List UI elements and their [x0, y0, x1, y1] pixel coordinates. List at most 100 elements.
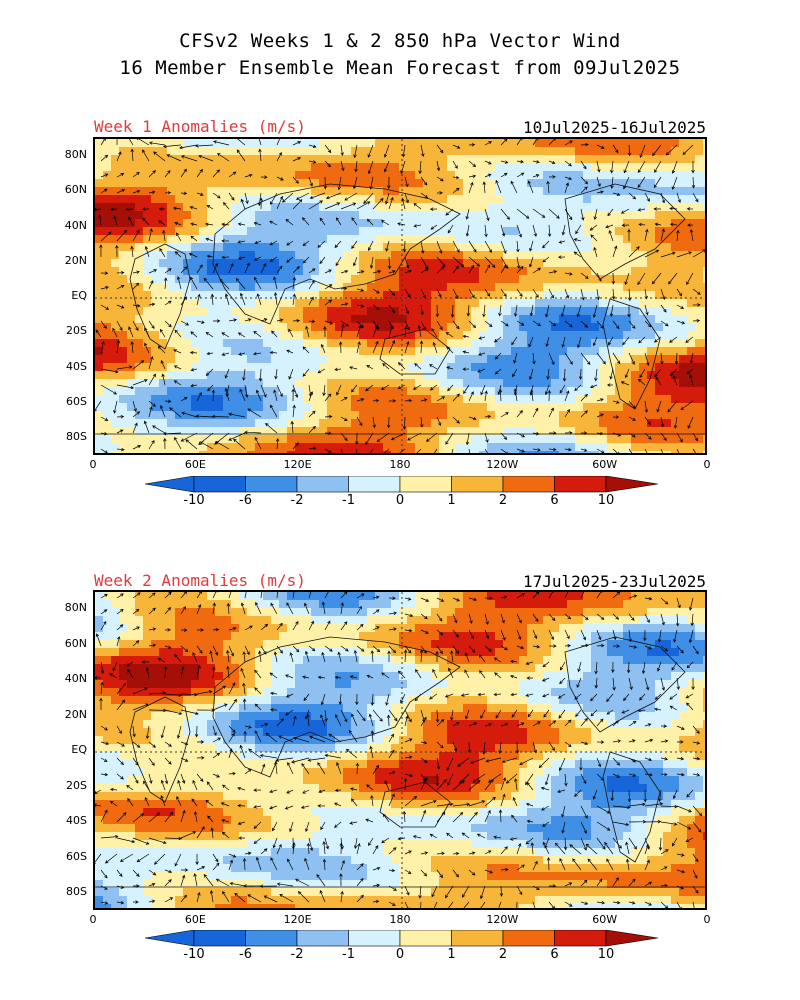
wind-vector-arrow	[464, 669, 470, 679]
wind-vector-arrow	[644, 901, 652, 906]
wind-vector-arrow	[340, 397, 348, 402]
wind-vector-arrow	[244, 384, 249, 398]
wind-vector-arrow	[368, 837, 374, 847]
wind-vector-arrow	[484, 448, 488, 453]
wind-vector-arrow	[596, 805, 611, 814]
wind-vector-arrow	[180, 592, 187, 599]
wind-vector-arrow	[324, 837, 330, 850]
wind-vector-arrow	[95, 633, 102, 647]
wind-vector-arrow	[436, 144, 444, 154]
wind-vector-arrow	[253, 837, 262, 844]
wind-vector-arrow	[420, 851, 429, 855]
wind-vector-arrow	[628, 594, 638, 599]
wind-vector-arrow	[692, 318, 701, 323]
wind-vector-arrow	[148, 869, 157, 876]
wind-vector-arrow	[212, 853, 219, 863]
wind-vector-arrow	[125, 207, 134, 212]
wind-vector-arrow	[100, 609, 108, 615]
wind-vector-arrow	[164, 773, 169, 785]
wind-vector-arrow	[484, 596, 493, 600]
wind-vector-arrow	[324, 320, 334, 325]
wind-vector-arrow	[468, 391, 474, 402]
wind-vector-arrow	[269, 240, 278, 246]
wind-vector-arrow	[548, 720, 557, 727]
wind-vector-arrow	[420, 629, 429, 634]
wind-vector-arrow	[564, 320, 573, 328]
wind-vector-arrow	[420, 799, 437, 807]
wind-vector-arrow	[436, 288, 442, 298]
wind-vector-arrow	[260, 848, 268, 855]
wind-vector-arrow	[692, 853, 699, 863]
wind-vector-arrow	[436, 160, 441, 172]
wind-vector-arrow	[115, 244, 119, 258]
wind-vector-arrow	[192, 779, 198, 791]
wind-vector-arrow	[519, 757, 534, 766]
colorbar-tick-label: 10	[597, 493, 615, 508]
wind-vector-arrow	[196, 192, 204, 196]
wind-vector-arrow	[308, 280, 315, 290]
lon-tick-label: 180	[389, 913, 411, 926]
wind-vector-arrow	[510, 180, 518, 194]
lat-tick-label: 80N	[64, 601, 87, 614]
lat-tick-label: 60N	[64, 636, 87, 650]
wind-vector-arrow	[656, 400, 662, 413]
wind-vector-arrow	[197, 628, 205, 632]
wind-vector-arrow	[580, 613, 589, 620]
wind-vector-arrow	[388, 270, 396, 274]
wind-vector-arrow	[356, 877, 364, 887]
wind-vector-arrow	[352, 256, 358, 267]
wind-vector-arrow	[676, 677, 680, 691]
wind-vector-arrow	[628, 739, 636, 743]
wind-vector-arrow	[612, 757, 620, 766]
wind-vector-arrow	[301, 762, 310, 775]
wind-vector-arrow	[401, 197, 406, 210]
wind-vector-arrow	[660, 772, 668, 777]
wind-vector-arrow	[628, 352, 635, 365]
wind-vector-arrow	[639, 144, 646, 158]
wind-vector-arrow	[667, 400, 678, 413]
wind-vector-arrow	[316, 874, 326, 887]
wind-vector-arrow	[196, 866, 206, 871]
wind-vector-arrow	[276, 622, 283, 631]
wind-vector-arrow	[212, 666, 216, 679]
wind-vector-arrow	[228, 859, 234, 871]
wind-vector-arrow	[404, 398, 413, 403]
wind-vector-arrow	[478, 336, 486, 340]
wind-vector-arrow	[387, 256, 392, 270]
wind-vector-arrow	[153, 151, 166, 162]
wind-vector-arrow	[356, 863, 364, 871]
wind-vector-arrow	[404, 709, 412, 723]
wind-vector-arrow	[116, 869, 123, 877]
wind-vector-arrow	[196, 592, 202, 599]
wind-vector-arrow	[195, 414, 214, 418]
wind-vector-arrow	[612, 415, 620, 419]
wind-vector-arrow	[274, 760, 278, 775]
wind-vector-arrow	[564, 182, 570, 194]
wind-vector-arrow	[276, 645, 283, 654]
wind-vector-arrow	[653, 207, 662, 211]
wind-vector-arrow	[532, 407, 539, 418]
wind-vector-arrow	[340, 448, 343, 453]
wind-vector-arrow	[463, 384, 470, 394]
wind-vector-arrow	[564, 288, 570, 299]
wind-vector-arrow	[510, 692, 518, 697]
wind-vector-arrow	[542, 677, 550, 682]
wind-vector-arrow	[516, 265, 524, 274]
wind-vector-arrow	[686, 272, 694, 286]
wind-vector-arrow	[270, 602, 278, 615]
wind-vector-arrow	[484, 256, 496, 268]
wind-vector-arrow	[351, 798, 358, 807]
colorbar-tick-label: 2	[498, 493, 508, 508]
wind-vector-arrow	[669, 368, 678, 376]
wind-vector-arrow	[242, 368, 246, 381]
wind-vector-arrow	[593, 208, 598, 221]
wind-vector-arrow	[637, 176, 646, 189]
wind-vector-arrow	[596, 413, 604, 418]
wind-vector-arrow	[403, 649, 408, 663]
wind-vector-arrow	[324, 269, 332, 274]
wind-vector-arrow	[228, 732, 235, 743]
wind-vector-arrow	[152, 425, 166, 434]
wind-vector-arrow	[457, 757, 470, 767]
wind-vector-arrow	[418, 885, 422, 899]
wind-vector-arrow	[627, 228, 631, 241]
